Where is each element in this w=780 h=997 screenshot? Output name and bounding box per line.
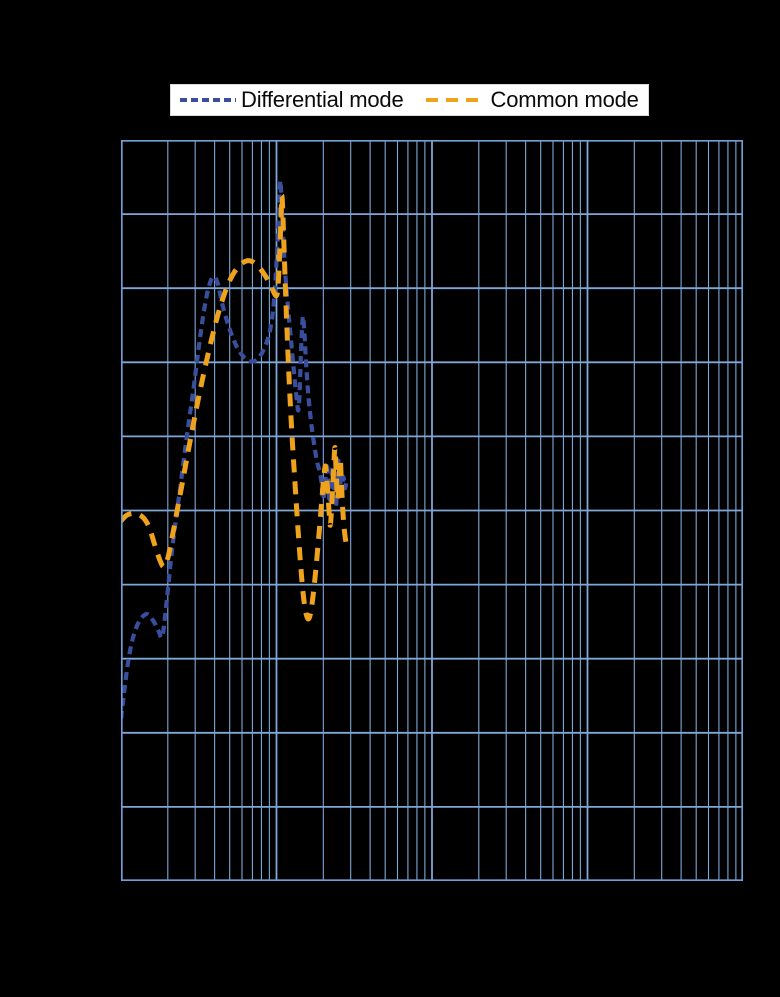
plot-frame — [121, 140, 743, 881]
plot-area — [121, 140, 743, 881]
chart-legend: Differential mode Common mode — [170, 84, 649, 116]
legend-swatch-common-mode-icon — [425, 98, 486, 102]
legend-entry-differential-mode: Differential mode — [180, 85, 404, 115]
plot-canvas — [121, 140, 743, 881]
legend-entry-common-mode: Common mode — [425, 85, 639, 115]
legend-label-common-mode: Common mode — [490, 87, 639, 112]
series-line-common-mode — [121, 193, 349, 622]
legend-label-differential-mode: Differential mode — [241, 87, 404, 112]
data-series-layer — [121, 178, 349, 719]
legend-swatch-differential-mode-icon — [180, 98, 236, 102]
series-line-differential-mode — [121, 178, 349, 719]
horizontal-gridlines — [121, 140, 743, 881]
